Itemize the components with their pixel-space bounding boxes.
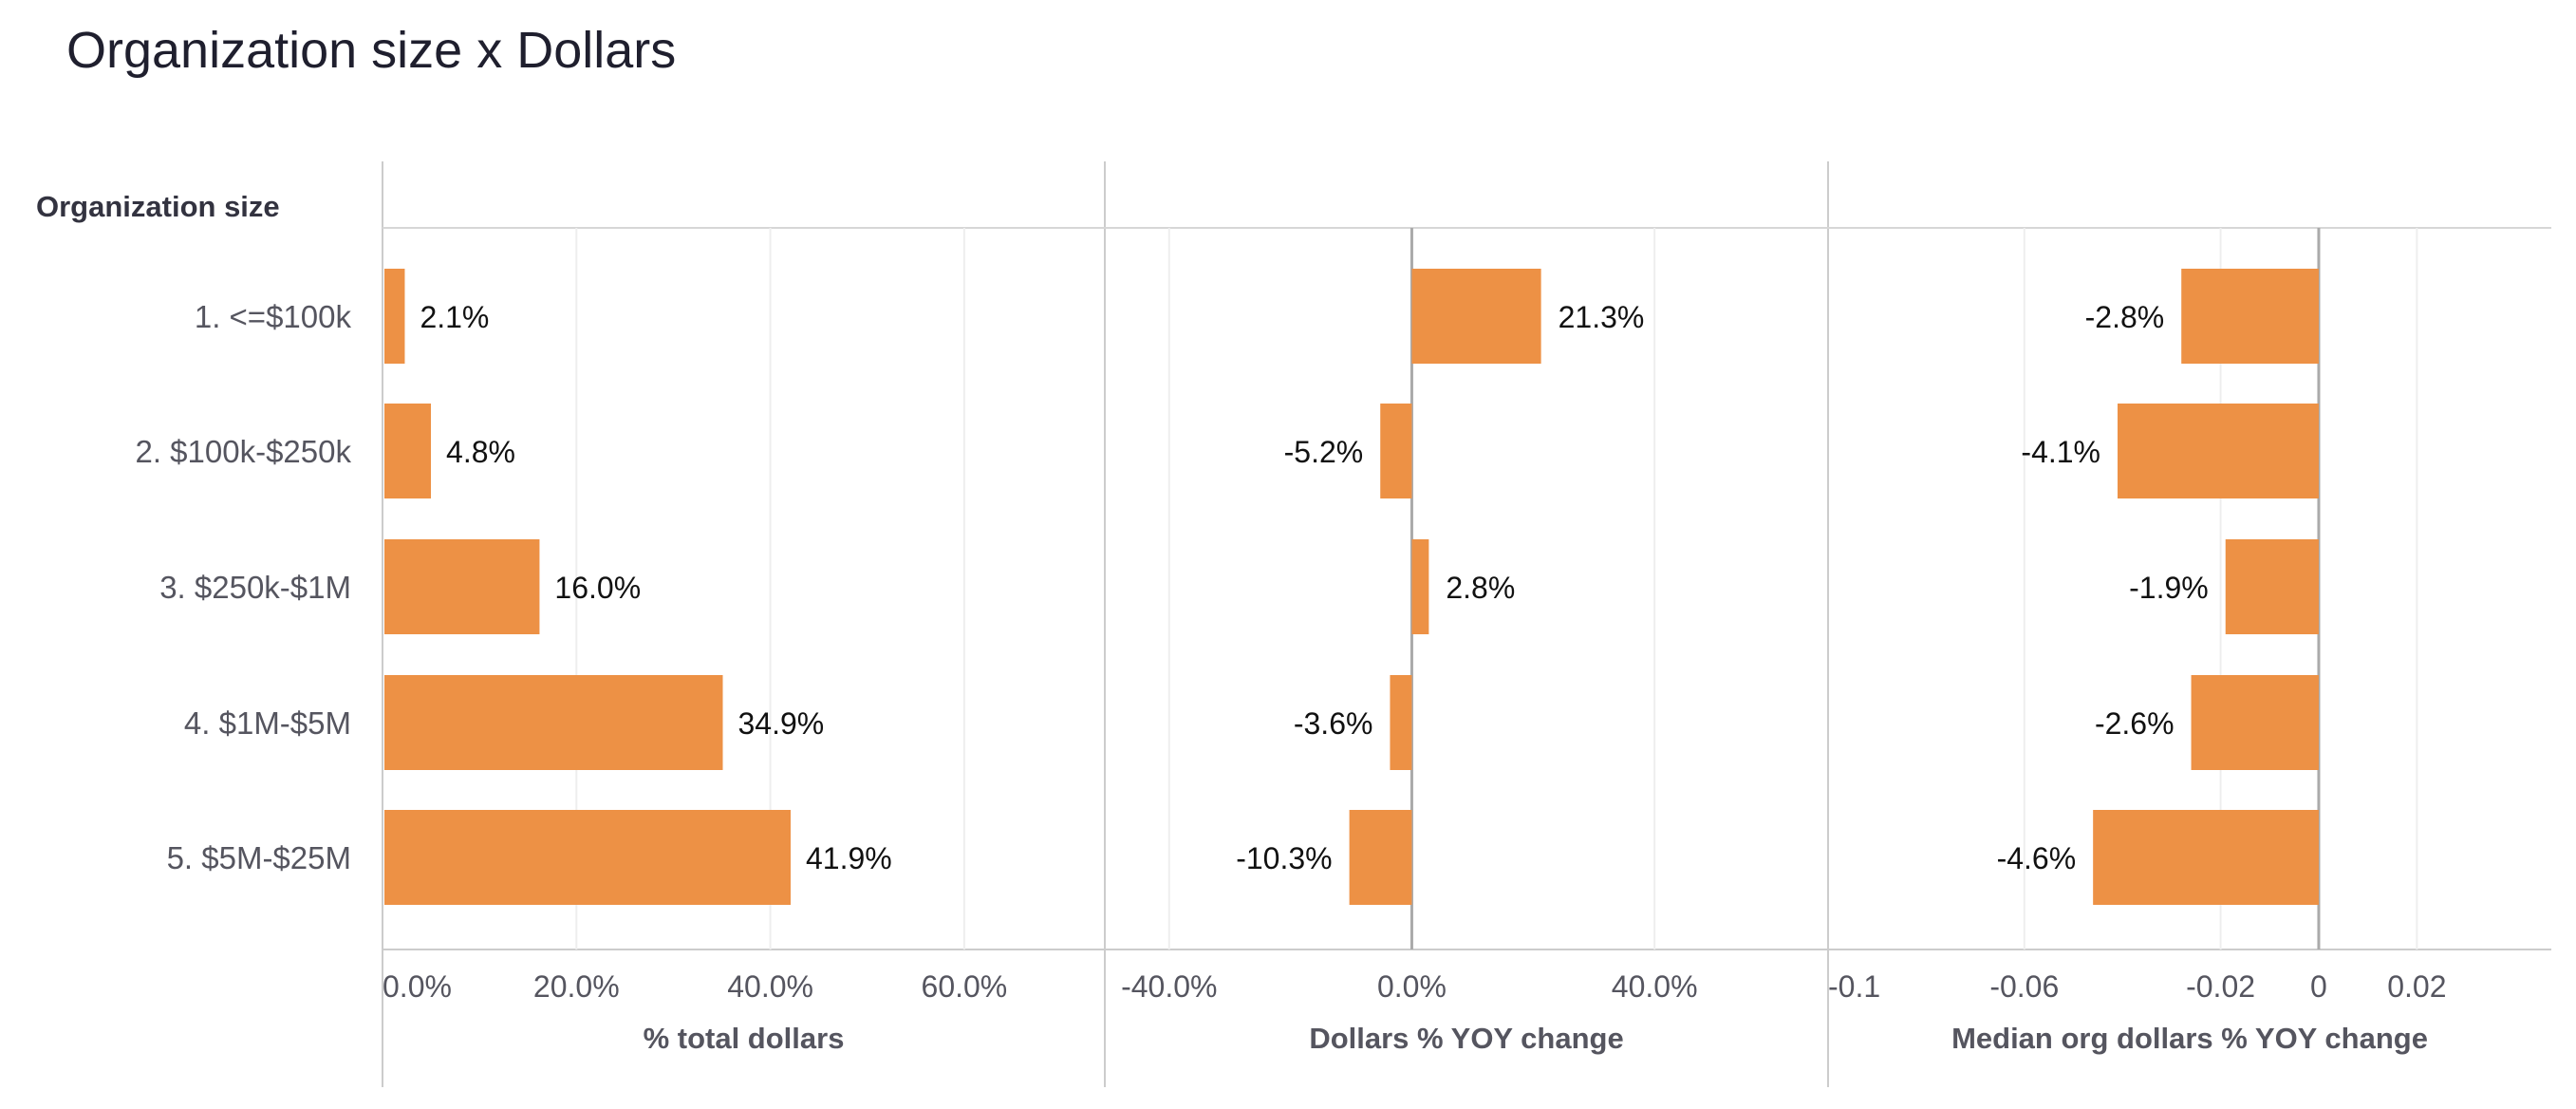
bar-p2-4 [1390,675,1412,770]
category-label-4: 4. $1M-$5M [184,705,351,741]
bar-p1-5 [384,810,791,905]
data-label-p2-2: -5.2% [1284,435,1364,469]
data-label-p1-1: 2.1% [420,300,489,334]
data-label-p3-3: -1.9% [2129,571,2209,605]
tick-label-p1-4: 60.0% [922,969,1008,1004]
bar-p1-2 [384,404,432,498]
bar-p1-4 [384,675,723,770]
tick-label-p1-1: 0.0% [383,969,452,1004]
bar-p2-1 [1411,269,1541,364]
axis-title-p2: Dollars % YOY change [1309,1022,1623,1055]
data-label-p2-4: -3.6% [1294,706,1373,741]
tick-label-p2-1: -40.0% [1121,969,1217,1004]
bar-p3-4 [2191,675,2319,770]
tick-label-p3-1: -0.1 [1828,969,1880,1004]
row-header: Organization size [36,190,280,223]
chart-title: Organization size x Dollars [66,22,677,79]
tick-label-p3-2: -0.06 [1989,969,2059,1004]
data-label-p3-5: -4.6% [1997,841,2077,875]
bar-p3-1 [2181,269,2319,364]
category-label-1: 1. <=$100k [195,299,352,334]
category-label-3: 3. $250k-$1M [159,570,351,605]
bar-p2-5 [1349,810,1412,905]
bars [384,269,2319,905]
bar-p2-2 [1380,404,1412,498]
axis-title-p1: % total dollars [644,1022,845,1055]
tick-label-p1-2: 20.0% [533,969,620,1004]
data-label-p3-2: -4.1% [2021,435,2100,469]
axis-title-p3: Median org dollars % YOY change [1951,1022,2428,1055]
data-label-p2-1: 21.3% [1559,300,1645,334]
tick-label-p3-4: 0 [2310,969,2327,1004]
data-label-p1-5: 41.9% [806,841,892,875]
bar-p1-1 [384,269,405,364]
data-label-p2-3: 2.8% [1446,571,1515,605]
labels: 1. <=$100k 2. $100k-$250k 3. $250k-$1M 4. $… [135,299,2446,1055]
bar-p3-5 [2093,810,2319,905]
data-label-p3-4: -2.6% [2095,706,2175,741]
tick-label-p2-3: 40.0% [1612,969,1698,1004]
tick-label-p3-3: -0.02 [2186,969,2255,1004]
bar-p1-3 [384,539,540,634]
bar-p2-3 [1411,539,1429,634]
bar-p3-2 [2118,404,2319,498]
data-label-p1-3: 16.0% [554,571,641,605]
tick-label-p1-3: 40.0% [727,969,813,1004]
data-label-p3-1: -2.8% [2085,300,2165,334]
tick-label-p2-2: 0.0% [1377,969,1447,1004]
data-label-p1-4: 34.9% [737,706,824,741]
panel-frames [382,161,2551,1087]
category-label-5: 5. $5M-$25M [167,840,351,875]
data-label-p1-2: 4.8% [446,435,515,469]
category-label-2: 2. $100k-$250k [135,434,351,469]
tick-label-p3-5: 0.02 [2387,969,2446,1004]
bar-p3-3 [2225,539,2319,634]
data-label-p2-5: -10.3% [1236,841,1332,875]
